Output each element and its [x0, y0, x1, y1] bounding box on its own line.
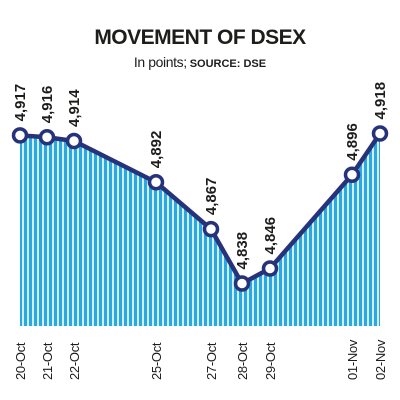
- x-tick-label: 20-Oct: [13, 342, 28, 380]
- x-tick-layer: 20-Oct 21-Oct 22-Oct 25-Oct 27-Oct 28-Oct 29-O…: [13, 339, 388, 380]
- x-tick-label: 22-Oct: [67, 342, 82, 380]
- x-tick-label: 02-Nov: [373, 339, 388, 380]
- x-tick-label: 27-Oct: [204, 342, 219, 380]
- data-label-01-Nov: 4,896: [344, 123, 361, 161]
- chart-subtitle: In points; SOURCE: DSE: [134, 54, 266, 70]
- chart-title: MOVEMENT OF DSEX: [94, 26, 306, 49]
- data-point-02-Nov: [371, 125, 389, 142]
- data-point-27-Oct: [202, 220, 220, 238]
- data-point-28-Oct: [233, 275, 251, 292]
- data-label-27-Oct: 4,867: [203, 178, 220, 216]
- data-point-22-Oct: [65, 132, 83, 150]
- subtitle-units: In points;: [134, 54, 187, 70]
- x-tick-label: 01-Nov: [345, 339, 360, 380]
- data-label-02-Nov: 4,918: [372, 82, 389, 120]
- data-point-25-Oct: [147, 174, 165, 191]
- data-point-20-Oct: [11, 127, 29, 144]
- data-label-20-Oct: 4,917: [12, 84, 29, 122]
- data-label-22-Oct: 4,914: [66, 89, 83, 127]
- data-label-21-Oct: 4,916: [39, 86, 56, 124]
- data-point-29-Oct: [261, 260, 279, 277]
- data-label-layer: 4,917 4,916 4,914 4,892 4,867 4,838 4,846 4,896…: [12, 82, 389, 270]
- marker-layer: [11, 125, 389, 292]
- data-label-25-Oct: 4,892: [148, 131, 165, 169]
- x-tick-label: 28-Oct: [235, 342, 250, 380]
- data-label-28-Oct: 4,838: [234, 232, 251, 270]
- area-fill: [20, 133, 380, 326]
- subtitle-source: SOURCE: DSE: [190, 58, 266, 70]
- data-point-01-Nov: [343, 166, 361, 183]
- data-label-29-Oct: 4,846: [262, 217, 279, 255]
- x-tick-label: 25-Oct: [149, 342, 164, 380]
- x-tick-label: 21-Oct: [40, 342, 55, 380]
- x-tick-label: 29-Oct: [263, 342, 278, 380]
- data-point-21-Oct: [38, 129, 56, 146]
